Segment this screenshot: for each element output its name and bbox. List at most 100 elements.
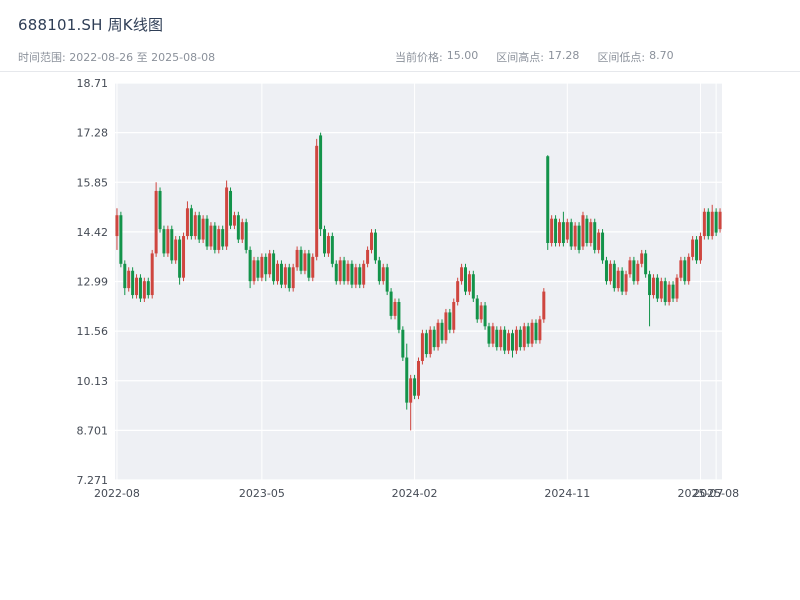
- candle-down: [401, 326, 405, 361]
- candle-up: [698, 232, 702, 264]
- candle-up: [507, 329, 511, 355]
- candle-down: [197, 211, 201, 243]
- candle-up: [326, 232, 330, 257]
- candle-down: [131, 267, 135, 299]
- candle-down: [706, 208, 710, 240]
- candle-up: [115, 208, 119, 250]
- candle-down: [585, 215, 589, 247]
- candle-up: [417, 357, 420, 400]
- candle-down: [330, 232, 334, 268]
- candle-up: [182, 232, 186, 282]
- candle-up: [252, 256, 256, 285]
- time-range: 时间范围: 2022-08-26 至 2025-08-08: [18, 49, 215, 65]
- candle-down: [620, 267, 624, 296]
- y-axis-tick-label: 18.71: [77, 77, 109, 90]
- candle-up: [381, 263, 385, 285]
- candle-down: [463, 263, 467, 296]
- candle-down: [644, 249, 648, 278]
- candle-up: [651, 274, 655, 299]
- candle-down: [432, 326, 436, 351]
- candle-down: [593, 218, 597, 254]
- candle-up: [240, 218, 244, 243]
- candle-down: [373, 229, 377, 264]
- candle-down: [554, 215, 558, 247]
- candle-down: [256, 256, 260, 282]
- candle-down: [546, 155, 550, 250]
- candle-down: [655, 274, 659, 302]
- candle-down: [119, 211, 123, 268]
- candle-up: [135, 274, 139, 299]
- candle-down: [158, 187, 162, 233]
- candle-down: [569, 218, 573, 250]
- candle-down: [248, 246, 252, 289]
- candle-down: [683, 256, 687, 285]
- candle-down: [385, 263, 389, 296]
- x-axis-tick-label: 2024-11: [544, 487, 590, 500]
- candle-down: [287, 263, 291, 292]
- header-divider: [0, 71, 800, 72]
- kline-chart: 18.71 17.28 15.85 14.42 12.99 11.56 10.13 8.701…: [0, 76, 800, 536]
- candle-down: [342, 256, 346, 285]
- candle-up: [691, 236, 695, 261]
- candle-up: [687, 253, 691, 285]
- candle-up: [315, 138, 319, 261]
- candle-up: [608, 260, 612, 285]
- candle-up: [589, 218, 593, 247]
- candle-up: [346, 260, 350, 285]
- candle-up: [142, 277, 146, 302]
- candle-up: [444, 308, 448, 344]
- candle-down: [495, 326, 499, 351]
- candle-up: [491, 322, 495, 348]
- candle-up: [409, 374, 413, 431]
- candle-up: [370, 229, 374, 254]
- candle-up: [291, 263, 295, 292]
- candle-up: [460, 263, 464, 285]
- candle-down: [323, 225, 327, 257]
- candle-up: [456, 277, 460, 306]
- stat-current-price-value: 15.00: [446, 49, 479, 62]
- candle-up: [640, 249, 644, 268]
- x-axis-tick-label: 2025-07: [677, 487, 723, 500]
- kline-chart-svg: 18.71 17.28 15.85 14.42 12.99 11.56 10.13 8.701…: [77, 77, 740, 500]
- candle-up: [636, 260, 640, 285]
- stat-current-price: 当前价格: 15.00: [395, 49, 478, 65]
- candle-up: [565, 218, 569, 243]
- candle-up: [295, 246, 299, 271]
- candle-up: [467, 270, 471, 296]
- candle-up: [616, 267, 620, 292]
- candle-down: [405, 343, 409, 410]
- candle-down: [483, 301, 487, 330]
- candle-up: [499, 326, 503, 351]
- x-axis-tick-label: 2023-05: [239, 487, 285, 500]
- candle-up: [624, 270, 628, 296]
- candle-down: [264, 253, 268, 282]
- candle-down: [162, 225, 166, 257]
- candle-up: [436, 319, 440, 351]
- candle-up: [452, 298, 456, 334]
- candle-up: [232, 211, 236, 230]
- candle-down: [279, 260, 283, 289]
- candle-down: [671, 281, 675, 302]
- candle-down: [236, 211, 240, 243]
- candle-down: [138, 274, 142, 302]
- candle-down: [612, 260, 616, 292]
- candle-down: [358, 263, 362, 289]
- candle-down: [518, 326, 522, 351]
- candle-up: [542, 288, 546, 323]
- candle-up: [679, 256, 683, 282]
- price-stats: 当前价格: 15.00 区间高点: 17.28 区间低点: 8.70: [395, 49, 674, 65]
- candle-up: [174, 236, 178, 264]
- y-axis-tick-label: 17.28: [77, 127, 109, 140]
- candle-down: [695, 236, 699, 264]
- stat-range-low-value: 8.70: [649, 49, 674, 62]
- candle-up: [514, 326, 518, 355]
- candle-down: [424, 329, 428, 358]
- stat-range-low-label: 区间低点:: [597, 51, 646, 64]
- candle-up: [393, 298, 397, 320]
- candle-up: [166, 225, 170, 257]
- candle-down: [526, 322, 530, 348]
- candle-up: [710, 204, 714, 240]
- candle-down: [221, 225, 225, 250]
- time-range-value: 2022-08-26 至 2025-08-08: [69, 51, 216, 64]
- candle-up: [276, 260, 280, 285]
